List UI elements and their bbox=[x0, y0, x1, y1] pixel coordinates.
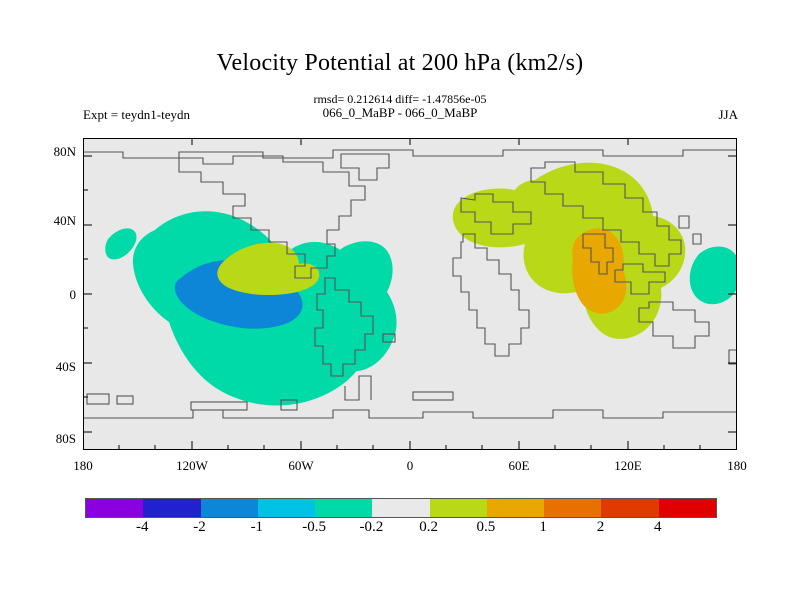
statistics-line: rmsd= 0.212614 diff= -1.47856e-05 bbox=[313, 92, 487, 106]
case-label: 066_0_MaBP - 066_0_MaBP bbox=[322, 105, 478, 120]
experiment-label: Expt = teydn1-teydn bbox=[83, 107, 190, 122]
x-axis-label-180w: 180 bbox=[73, 458, 93, 473]
x-axis-label-0: 0 bbox=[406, 458, 414, 473]
colorbar-band-3 bbox=[257, 499, 316, 517]
colorbar-band-0 bbox=[86, 499, 144, 517]
x-axis-label-60e: 60E bbox=[508, 458, 530, 473]
map-plot-area bbox=[83, 138, 737, 450]
colorbar-tick-neg1: -1 bbox=[250, 519, 264, 535]
y-axis-label-40n: 40N bbox=[53, 213, 76, 228]
coastlines bbox=[83, 149, 737, 419]
colorbar-tick-0p2: 0.2 bbox=[419, 519, 438, 535]
contour-atlantic-negative bbox=[330, 241, 397, 372]
y-axis-label-80s: 80S bbox=[55, 431, 76, 446]
contour-asia-positive bbox=[452, 162, 686, 339]
colorbar-tick-neg2: -2 bbox=[193, 519, 206, 535]
colorbar-tick-neg4: -4 bbox=[136, 519, 149, 535]
velocity-potential-map bbox=[83, 138, 737, 450]
colorbar-band-9 bbox=[601, 499, 659, 517]
colorbar-band-5 bbox=[372, 499, 430, 517]
colorbar-tick-4: 4 bbox=[653, 519, 662, 535]
contour-west-pacific-negative bbox=[689, 246, 737, 305]
y-axis-label-80n: 80N bbox=[53, 144, 76, 159]
colorbar-band-8 bbox=[544, 499, 602, 517]
colorbar-tick-2: 2 bbox=[596, 519, 605, 535]
axis-ticks bbox=[83, 138, 737, 450]
contour-fills bbox=[105, 162, 737, 406]
colorbar-tick-neg0p5: -0.5 bbox=[302, 519, 326, 535]
contour-central-america-positive bbox=[217, 242, 320, 296]
colorbar-band-7 bbox=[486, 499, 545, 517]
y-axis-label-0: 0 bbox=[69, 287, 77, 302]
colorbar-band-10 bbox=[658, 499, 716, 517]
colorbar-tick-0p5: 0.5 bbox=[476, 519, 496, 535]
x-axis-label-180e: 180 bbox=[727, 458, 747, 473]
season-label: JJA bbox=[718, 107, 738, 122]
x-axis-label-60w: 60W bbox=[288, 458, 314, 473]
x-axis-label-120e: 120E bbox=[614, 458, 642, 473]
x-axis-label-120w: 120W bbox=[176, 458, 208, 473]
contour-north-pacific-small bbox=[105, 228, 137, 260]
colorbar-tick-labels: -4 -2 -1 -0.5 -0.2 0.2 0.5 1 2 4 bbox=[85, 519, 715, 539]
colorbar-band-2 bbox=[200, 499, 258, 517]
colorbar-band-4 bbox=[315, 499, 373, 517]
colorbar-tick-1: 1 bbox=[539, 519, 547, 535]
colorbar-tick-neg0p2: -0.2 bbox=[359, 519, 384, 535]
colorbar-band-1 bbox=[143, 499, 201, 517]
page-title: Velocity Potential at 200 hPa (km2/s) bbox=[216, 50, 584, 76]
y-axis-label-40s: 40S bbox=[55, 359, 76, 374]
colorbar-band-6 bbox=[429, 499, 487, 517]
colorbar bbox=[85, 498, 717, 518]
